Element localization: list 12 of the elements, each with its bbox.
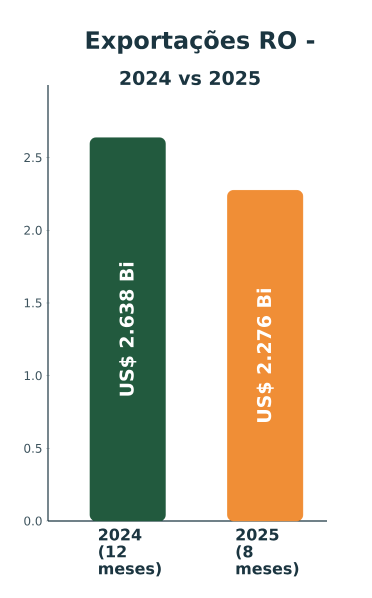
data-label: US$ 2.638 Bi: [119, 262, 136, 396]
y-tick-label: 1.5: [24, 298, 42, 308]
chart-subtitle: 2024 vs 2025: [120, 70, 260, 86]
x-tick-label: 2025 (8 meses): [236, 528, 298, 576]
x-tick-label: 2024 (12 meses): [98, 528, 161, 576]
y-tick-label: 2.0: [24, 226, 42, 235]
y-tick-label: 2.5: [24, 153, 42, 162]
chart-title: Exportações RO -: [86, 30, 314, 54]
data-label: US$ 2.276 Bi: [256, 289, 274, 422]
y-tick-label: 1.0: [24, 371, 42, 380]
y-tick-label: 0.5: [24, 444, 42, 453]
y-tick-label: 0.0: [24, 516, 42, 526]
